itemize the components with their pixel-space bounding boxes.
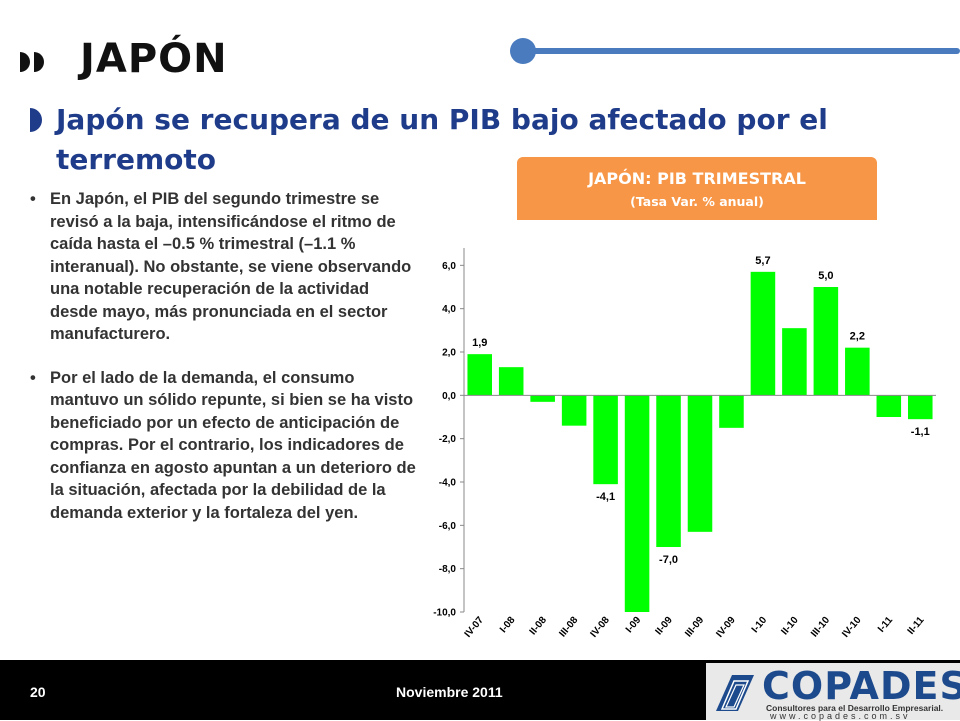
bar (813, 287, 839, 396)
chart-banner: JAPÓN: PIB TRIMESTRAL (Tasa Var. % anual… (517, 157, 877, 220)
y-tick-label: -8,0 (439, 564, 457, 575)
data-label: -4,1 (596, 491, 615, 503)
bullet-list: • En Japón, el PIB del segundo trimestre… (30, 188, 420, 545)
data-label: 2,2 (850, 331, 865, 343)
y-tick-label: -6,0 (439, 521, 457, 532)
section-title: JAPÓN (80, 36, 228, 82)
bullet-dot-icon: • (30, 368, 36, 387)
bar (907, 395, 933, 420)
decorative-dot (510, 38, 536, 64)
bar (561, 395, 587, 426)
x-tick-label: I-08 (498, 615, 518, 636)
bullet-text: Por el lado de la demanda, el consumo ma… (50, 368, 416, 522)
data-label: -7,0 (659, 554, 678, 566)
logo-wordmark: COPADES (762, 664, 960, 708)
logo-tagline: Consultores para el Desarrollo Empresari… (766, 703, 944, 713)
data-label: -1,1 (911, 426, 930, 438)
x-tick-label: IV-08 (588, 615, 612, 640)
bar (876, 395, 902, 417)
y-tick-label: 0,0 (442, 391, 456, 402)
bar (467, 354, 493, 396)
logo-url: www.copades.com.sv (770, 711, 911, 721)
logo-globe-icon (716, 675, 754, 711)
chart-title: JAPÓN: PIB TRIMESTRAL (588, 169, 806, 188)
bullet-text: En Japón, el PIB del segundo trimestre s… (50, 190, 412, 343)
data-label: 1,9 (472, 337, 487, 349)
y-tick-label: 6,0 (442, 261, 456, 272)
data-label: 5,7 (755, 255, 770, 267)
y-tick-label: 2,0 (442, 348, 456, 359)
y-tick-label: -2,0 (439, 434, 457, 445)
x-tick-label: I-11 (876, 615, 895, 635)
bullet-dot-icon: • (30, 190, 36, 208)
y-tick-label: -4,0 (439, 478, 457, 489)
chart-area: 6,0 4,0 2,0 0,0 -2,0 -4,0 -6,0 -8,0 -10,0 1,9 IV-0… (420, 248, 940, 660)
bar (782, 328, 807, 396)
bar (498, 367, 524, 396)
bullet-item: • En Japón, el PIB del segundo trimestre… (30, 188, 420, 346)
slide-subtitle: Japón se recupera de un PIB bajo afectad… (56, 103, 828, 176)
subtitle-bullet-icon (30, 108, 42, 132)
x-tick-label: II-09 (654, 615, 676, 638)
bar (624, 395, 650, 612)
data-label: 5,0 (818, 270, 833, 282)
y-tick-label: -10,0 (433, 608, 456, 619)
bar (750, 271, 776, 396)
decorative-line (525, 48, 960, 54)
x-tick-label: IV-07 (463, 615, 487, 640)
x-tick-label: III-09 (683, 615, 706, 640)
x-tick-label: IV-09 (714, 615, 738, 640)
x-tick-label: II-08 (528, 615, 550, 638)
x-tick-label: I-09 (624, 615, 644, 636)
x-tick-label: I-10 (750, 615, 770, 636)
bar (845, 347, 870, 396)
x-tick-label: IV-10 (840, 615, 864, 640)
bar (530, 395, 555, 402)
x-tick-label: III-08 (557, 615, 580, 640)
footer-date: Noviembre 2011 (396, 684, 503, 700)
bullet-item: • Por el lado de la demanda, el consumo … (30, 367, 420, 525)
header-bullet-icon (20, 44, 48, 80)
bar (593, 395, 618, 485)
y-tick-label: 4,0 (442, 304, 456, 315)
page-number: 20 (30, 684, 46, 700)
bar (656, 395, 681, 547)
gdp-bar-chart: 6,0 4,0 2,0 0,0 -2,0 -4,0 -6,0 -8,0 -10,0 1,9 IV-0… (433, 248, 936, 640)
bar (719, 395, 744, 428)
chart-subtitle: (Tasa Var. % anual) (630, 194, 764, 209)
x-tick-label: III-10 (809, 615, 832, 640)
x-tick-label: II-11 (906, 615, 927, 637)
bar (687, 395, 713, 532)
x-tick-label: II-10 (779, 615, 801, 638)
company-logo: COPADES Consultores para el Desarrollo E… (706, 663, 960, 721)
